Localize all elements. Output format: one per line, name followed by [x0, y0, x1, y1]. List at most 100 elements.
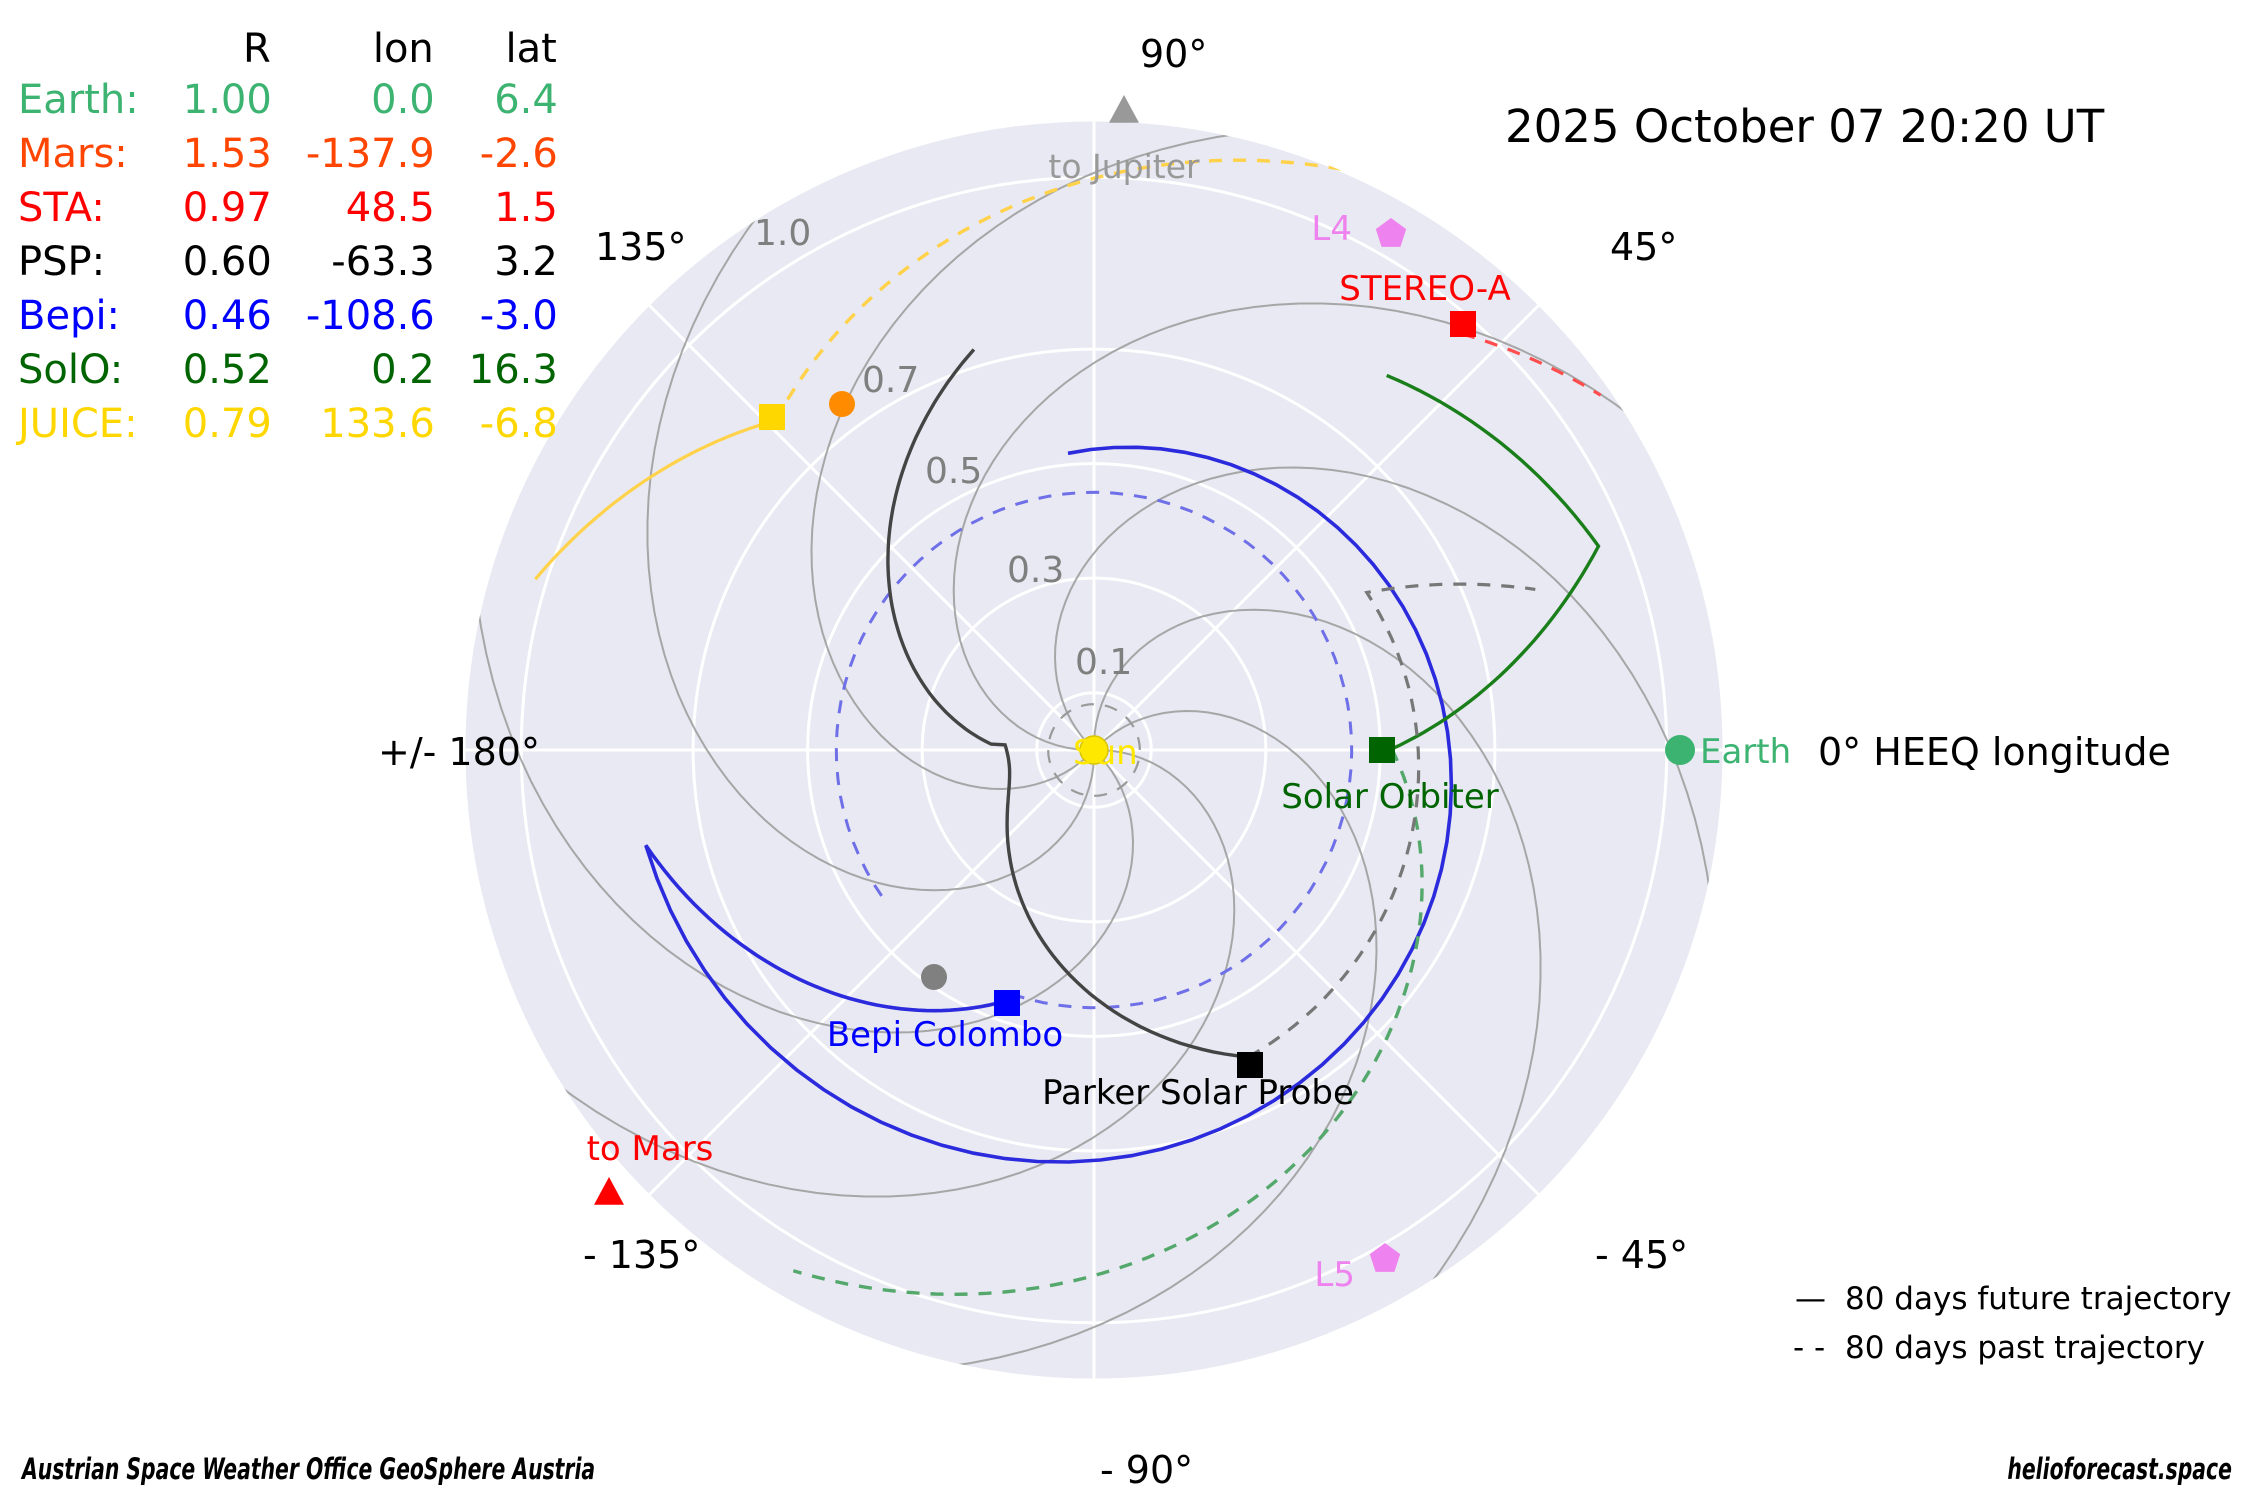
table-cell-lon: -108.6 — [305, 293, 435, 339]
table-cell-lat: 1.5 — [494, 185, 558, 231]
body-l5[interactable]: L5 — [1314, 1243, 1401, 1295]
to-jupiter-marker-icon[interactable] — [1109, 95, 1139, 123]
l5-label: L5 — [1314, 1255, 1355, 1295]
body-mercury[interactable] — [921, 964, 947, 990]
body-juice[interactable] — [759, 404, 785, 430]
radial-tick-label: 0.1 — [1075, 642, 1132, 683]
table-cell-lat: 6.4 — [494, 77, 558, 123]
legend-future-dash: — — [1795, 1281, 1826, 1317]
trajectory-future — [886, 348, 1249, 1059]
l4-label: L4 — [1311, 209, 1352, 249]
table-cell-name: Earth: — [18, 77, 139, 123]
trajectory-future — [1386, 373, 1601, 751]
bepi-colombo-marker-icon[interactable] — [994, 990, 1020, 1016]
datetime-title: 2025 October 07 20:20 UT — [1505, 100, 2105, 153]
body-to-jupiter[interactable]: to Jupiter — [1048, 95, 1200, 186]
table-header-lon: lon — [372, 26, 434, 72]
l4-marker-icon[interactable] — [1375, 218, 1407, 247]
angular-gridline — [1092, 748, 1541, 1197]
angular-gridline — [647, 303, 1096, 752]
body-venus[interactable] — [829, 391, 855, 417]
table-cell-r: 0.79 — [182, 401, 272, 447]
stereo-a-marker-icon[interactable] — [1450, 311, 1476, 337]
angle-label: +/- 180° — [378, 730, 540, 774]
table-cell-lon: 48.5 — [345, 185, 435, 231]
angular-gridline — [1092, 303, 1541, 752]
table-cell-lon: -63.3 — [331, 239, 435, 285]
footer-right: helioforecast.space — [2007, 1452, 2232, 1486]
body-sun[interactable]: Sun — [1073, 733, 1138, 773]
table-row: SolO: 0.52 0.2 16.3 — [0, 343, 558, 397]
table-cell-r: 1.00 — [182, 77, 272, 123]
angle-label: - 135° — [583, 1233, 701, 1277]
to-mars-label: to Mars — [587, 1129, 714, 1169]
table-cell-r: 1.53 — [182, 131, 272, 177]
radial-tick-label: 0.5 — [925, 451, 982, 492]
parker-solar-probe-marker-icon[interactable] — [1237, 1052, 1263, 1078]
table-cell-lat: -6.8 — [479, 401, 558, 447]
body-bepi-colombo[interactable]: Bepi Colombo — [827, 990, 1063, 1055]
body-earth[interactable]: Earth — [1665, 732, 1791, 772]
sun-marker-icon[interactable] — [1079, 735, 1109, 765]
legend-past-label: 80 days past trajectory — [1845, 1330, 2205, 1366]
legend-future-label: 80 days future trajectory — [1845, 1281, 2232, 1317]
solar-orbiter-label: Solar Orbiter — [1281, 777, 1498, 817]
angle-label: - 45° — [1595, 1233, 1689, 1277]
to-mars-marker-icon[interactable] — [594, 1177, 624, 1205]
parker-solar-probe-label: Parker Solar Probe — [1042, 1073, 1354, 1113]
table-cell-lat: 3.2 — [494, 239, 558, 285]
radial-tick-label: 0.3 — [1007, 550, 1064, 591]
table-cell-name: Mars: — [18, 131, 128, 177]
table-cell-r: 0.60 — [182, 239, 272, 285]
angle-label: 90° — [1140, 32, 1208, 76]
table-header-blank — [0, 28, 149, 73]
table-cell-lon: 0.0 — [371, 77, 435, 123]
earth-marker-icon[interactable] — [1665, 735, 1695, 765]
to-jupiter-label: to Jupiter — [1048, 147, 1200, 186]
table-cell-name: Bepi: — [18, 293, 121, 339]
sun-label: Sun — [1073, 733, 1138, 773]
legend-past-dash: - - — [1793, 1330, 1826, 1366]
table-cell-name: STA: — [18, 185, 105, 231]
table-cell-name: JUICE: — [18, 401, 138, 447]
l5-marker-icon[interactable] — [1369, 1243, 1401, 1272]
table-row: Bepi: 0.46 -108.6 -3.0 — [0, 289, 558, 343]
table-cell-r: 0.52 — [182, 347, 272, 393]
body-solar-orbiter[interactable]: Solar Orbiter — [1281, 737, 1499, 817]
radial-tick-label: 1.0 — [754, 213, 811, 254]
trajectory-group — [534, 158, 1602, 1297]
venus-marker-icon[interactable] — [829, 391, 855, 417]
solar-orbiter-marker-icon[interactable] — [1369, 737, 1395, 763]
mercury-marker-icon[interactable] — [921, 964, 947, 990]
body-stereo-a[interactable]: STEREO-A — [1339, 269, 1511, 337]
footer-left: Austrian Space Weather Office GeoSphere … — [22, 1452, 596, 1486]
table-cell-lon: 0.2 — [371, 347, 435, 393]
body-parker-solar-probe[interactable]: Parker Solar Probe — [1042, 1052, 1354, 1113]
table-header-lat: lat — [505, 26, 557, 72]
body-to-mars[interactable]: to Mars — [587, 1129, 714, 1205]
trajectory-past — [792, 748, 1424, 1297]
angle-label: 45° — [1610, 225, 1678, 269]
juice-marker-icon[interactable] — [759, 404, 785, 430]
stereo-a-label: STEREO-A — [1339, 269, 1510, 309]
table-row: Mars: 1.53 -137.9 -2.6 — [0, 127, 558, 181]
angle-label: 0° HEEQ longitude — [1818, 730, 2171, 774]
angle-label: - 90° — [1100, 1448, 1194, 1492]
trajectory-past — [834, 490, 1354, 1010]
table-cell-lon: 133.6 — [320, 401, 435, 447]
table-cell-r: 0.46 — [182, 293, 272, 339]
trajectory-future — [534, 418, 777, 581]
body-l4[interactable]: L4 — [1311, 209, 1407, 249]
trajectory-past — [1461, 332, 1602, 397]
table-row: Earth: 1.00 0.0 6.4 — [0, 73, 558, 127]
table-row: JUICE: 0.79 133.6 -6.8 — [0, 397, 558, 451]
polar-outer-ring — [462, 118, 1726, 1382]
trajectory-past — [774, 158, 1386, 422]
table-cell-lat: -3.0 — [479, 293, 558, 339]
table-header-R: R — [243, 26, 271, 72]
table-cell-lon: -137.9 — [305, 131, 435, 177]
earth-label: Earth — [1700, 732, 1791, 772]
